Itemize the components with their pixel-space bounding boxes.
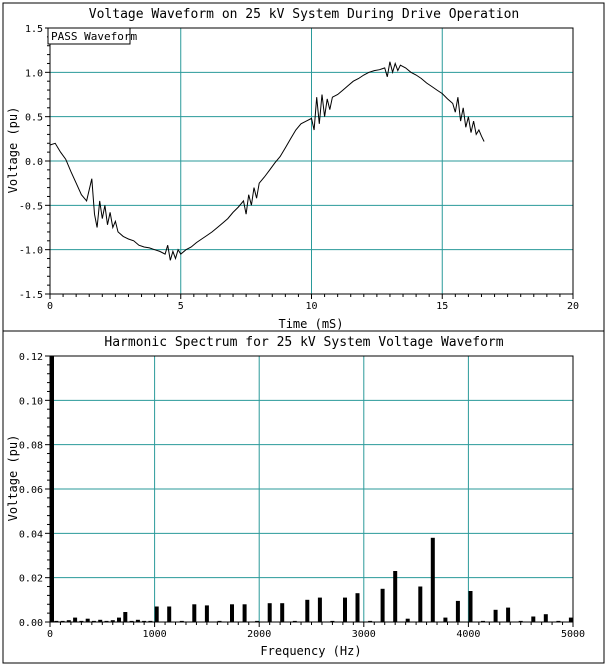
harmonic-bar [255,620,260,622]
harmonic-bar [481,620,485,622]
top-ytick-label: -1.5 [19,290,43,301]
harmonic-bar [73,617,78,622]
bot-xtick-label: 1000 [143,629,167,640]
top-panel-frame [2,2,605,332]
harmonic-bar [50,356,54,622]
bot-xtick-label: 2000 [247,629,271,640]
harmonic-bar [167,606,172,622]
top-ytick-label: 1.0 [25,68,43,79]
harmonic-bar [330,620,335,622]
top-xtick-label: 5 [178,301,184,312]
spectrum-chart-ylabel: Voltage (pu) [6,435,20,522]
top-ytick-label: 0.5 [25,113,43,124]
harmonic-bar [531,616,536,622]
harmonic-bar [393,571,398,622]
harmonic-bar [85,618,90,622]
bot-ytick-label: 0.02 [19,574,43,585]
bottom-panel-frame [2,330,605,664]
harmonic-bar [518,620,523,622]
legend-box [47,27,131,45]
bot-ytick-label: 0.00 [19,618,43,629]
top-xtick-label: 0 [47,301,53,312]
voltage-chart-ylabel: Voltage (pu) [6,107,20,194]
harmonic-bar [430,537,435,622]
harmonic-bar [405,618,410,622]
top-ytick-label: -1.0 [19,246,43,257]
bot-ytick-label: 0.08 [19,441,43,452]
harmonic-bar [305,599,310,622]
voltage-chart-ticks: 0 5 10 15 20 1.5 1.0 0.5 0.0 -0.5 -1.0 -1.5 [19,24,579,312]
harmonic-bar [455,600,460,622]
bot-ytick-label: 0.12 [19,352,43,363]
bot-xtick-label: 3000 [352,629,376,640]
harmonic-bar [135,619,140,622]
harmonic-bar [267,603,272,622]
bot-xtick-label: 0 [47,629,53,640]
spectrum-chart-xlabel: Frequency (Hz) [260,644,361,658]
harmonic-bar [54,620,59,622]
top-xtick-label: 10 [305,301,317,312]
harmonic-bar [418,586,423,622]
harmonic-bar [117,617,121,622]
harmonic-bar [204,605,209,622]
bot-xtick-label: 5000 [561,629,585,640]
harmonic-bar [142,620,147,622]
harmonic-bar [129,620,134,622]
legend-label: PASS Waveform [51,30,137,43]
harmonic-bar [380,588,385,623]
spectrum-chart-title: Harmonic Spectrum for 25 kV System Volta… [104,335,503,350]
harmonic-bar [104,620,109,622]
harmonic-bar [556,620,561,622]
harmonic-bar [368,620,373,622]
harmonic-bar [91,620,96,622]
voltage-chart-grid [50,28,573,294]
spectrum-chart-ticks: 0 1000 2000 3000 4000 5000 0.12 0.10 0.08 0.06 0.0… [19,352,585,640]
harmonic-bar [317,597,322,622]
top-ytick-label: 0.0 [25,157,43,168]
harmonic-bar [179,620,184,622]
harmonic-bar [506,607,511,622]
bot-xtick-label: 4000 [456,629,480,640]
bot-ytick-label: 0.04 [19,529,43,540]
harmonic-bar [79,620,84,622]
spectrum-bars [50,356,573,623]
harmonic-bar [60,620,65,622]
harmonic-bar [242,604,247,622]
top-xtick-label: 20 [567,301,579,312]
bot-ytick-label: 0.10 [19,396,43,407]
harmonic-bar [148,620,153,622]
harmonic-bar [343,597,347,622]
voltage-chart-title: Voltage Waveform on 25 kV System During … [89,7,519,22]
harmonic-bar [192,604,197,622]
harmonic-bar [355,593,360,622]
bot-ytick-label: 0.06 [19,485,43,496]
harmonic-bar [110,620,115,622]
harmonic-bar [468,591,473,622]
harmonic-bar [123,612,128,622]
harmonic-bar [543,614,548,622]
harmonic-bar [98,619,103,622]
harmonic-bar [280,603,285,622]
voltage-chart-xlabel: Time (mS) [278,317,343,331]
harmonic-bar [217,620,222,622]
top-xtick-label: 15 [436,301,448,312]
harmonic-bar [292,620,297,622]
harmonic-bar [493,609,498,622]
harmonic-bar [66,620,71,622]
harmonic-bar [443,617,448,622]
voltage-waveform-line [49,61,485,261]
harmonic-bar [230,604,234,622]
harmonic-bar [568,617,573,622]
spectrum-chart-grid [50,356,573,622]
top-ytick-label: 1.5 [25,24,43,35]
top-ytick-label: -0.5 [19,201,43,212]
harmonic-bar [154,606,159,622]
